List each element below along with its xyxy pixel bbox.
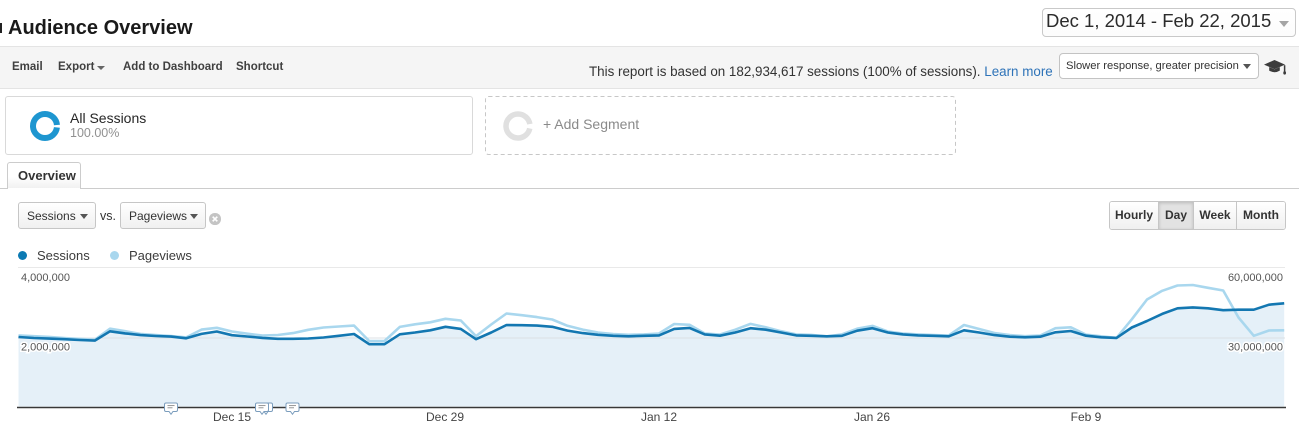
svg-text:30,000,000: 30,000,000: [1228, 342, 1283, 354]
svg-text:Dec 29: Dec 29: [426, 410, 464, 424]
svg-text:Jan 26: Jan 26: [854, 410, 890, 424]
svg-text:2,000,000: 2,000,000: [21, 342, 70, 354]
svg-text:Dec 15: Dec 15: [213, 410, 251, 424]
svg-text:60,000,000: 60,000,000: [1228, 272, 1283, 284]
svg-text:4,000,000: 4,000,000: [21, 272, 70, 284]
svg-text:Jan 12: Jan 12: [641, 410, 677, 424]
svg-text:Feb 9: Feb 9: [1071, 410, 1102, 424]
